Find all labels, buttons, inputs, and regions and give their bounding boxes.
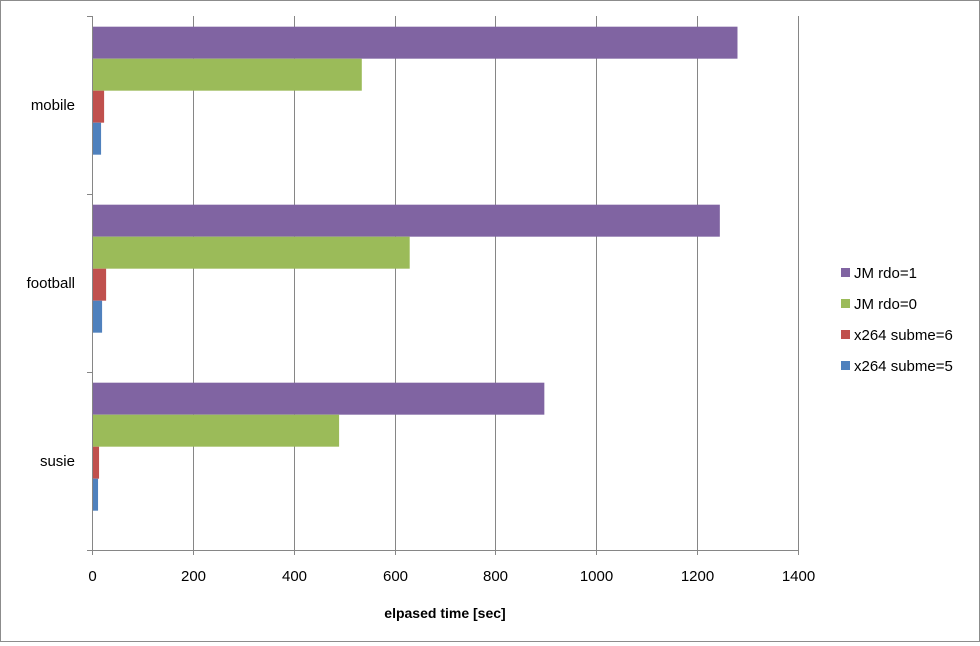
x-tick-label: 600 [383,568,408,585]
bar [92,414,340,447]
legend-label: x264 subme=5 [854,358,953,375]
bar [92,382,545,415]
bar [92,268,107,301]
legend-label: JM rdo=0 [854,296,917,313]
x-tick-label: 1400 [782,568,815,585]
legend: JM rdo=1 JM rdo=0 x264 subme=6 x264 subme=5 [841,265,953,375]
bar [92,236,410,269]
legend-label: JM rdo=1 [854,265,917,282]
bar [92,58,362,91]
bar [92,122,102,155]
bar [92,446,100,479]
legend-swatch [841,330,850,339]
category-label: football [27,275,75,292]
x-tick-label: 1000 [580,568,613,585]
category-label: mobile [31,97,75,114]
legend-swatch [841,268,850,277]
legend-label: x264 subme=6 [854,327,953,344]
legend-swatch [841,299,850,308]
bars [92,26,738,511]
x-tick-label: 0 [88,568,96,585]
axes [87,16,799,555]
bar [92,90,105,123]
category-label: susie [40,453,75,470]
bar [92,26,738,59]
labels: 0 200 400 600 800 1000 1200 1400 mobile football s… [27,97,816,585]
x-tick-label: 1200 [681,568,714,585]
gridlines [193,16,799,550]
x-axis-title: elpased time [sec] [384,605,505,621]
bar [92,300,103,333]
bar [92,204,720,237]
x-tick-label: 800 [483,568,508,585]
legend-swatch [841,361,850,370]
bar [92,478,99,511]
x-tick-label: 200 [181,568,206,585]
x-tick-label: 400 [282,568,307,585]
